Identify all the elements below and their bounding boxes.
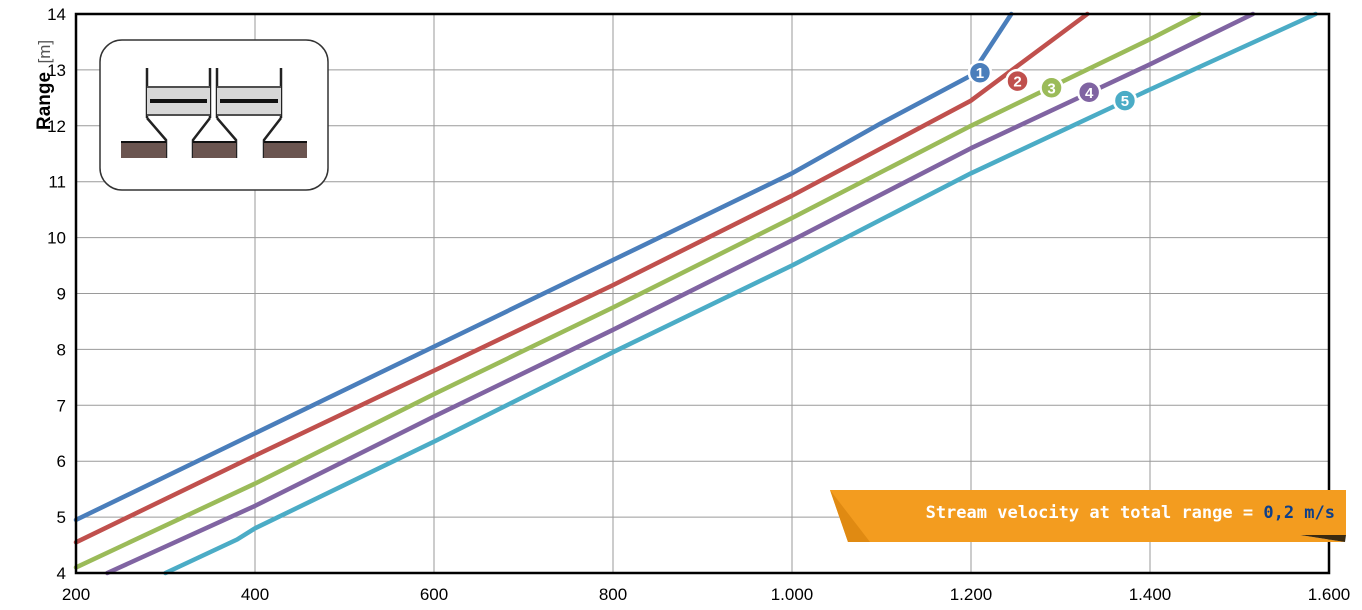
series-line-4 <box>105 11 1256 576</box>
banner-text: Stream velocity at total range = <box>926 503 1264 523</box>
x-tick-label: 200 <box>62 585 90 604</box>
plot-frame <box>74 12 1331 575</box>
marker-circle <box>1076 80 1102 105</box>
marker-circle <box>1039 75 1064 101</box>
x-tick-label: 1.400 <box>1129 585 1172 604</box>
series-layer <box>73 11 1318 576</box>
x-tick-label: 1.200 <box>950 585 993 604</box>
x-tick-label: 800 <box>599 585 627 604</box>
series-marker-3: 3 <box>1039 75 1064 101</box>
x-tick-label: 1.000 <box>771 585 814 604</box>
y-tick-label: 5 <box>57 508 66 527</box>
y-axis-unit: [m] <box>35 40 54 64</box>
series-marker-5: 5 <box>1112 88 1138 113</box>
y-tick-label: 11 <box>48 173 66 192</box>
y-tick-label: 13 <box>47 61 66 80</box>
x-tick-label: 400 <box>241 585 269 604</box>
y-tick-label: 14 <box>47 5 66 24</box>
grid <box>75 13 1330 574</box>
series-marker-4: 4 <box>1076 80 1102 105</box>
y-axis-label: Range <box>34 72 55 130</box>
y-axis-title: Range [m] <box>34 40 55 130</box>
stream-velocity-banner: Stream velocity at total range = 0,2 m/s <box>830 490 1346 542</box>
outlet-diagram-icon <box>99 39 329 191</box>
x-tick-label: 600 <box>420 585 448 604</box>
y-tick-label: 10 <box>47 229 66 248</box>
y-tick-label: 6 <box>57 452 66 471</box>
x-axis: 200 400 600 800 1.000 1.200 1.400 1.600 <box>62 585 1350 604</box>
y-tick-label: 8 <box>57 340 66 359</box>
series-line-5 <box>163 11 1318 576</box>
y-tick-label: 9 <box>57 285 66 304</box>
marker-label: 1 <box>976 65 984 82</box>
y-axis: 4 5 6 7 8 9 10 11 12 13 14 <box>47 5 66 583</box>
series-line-2 <box>73 11 1090 545</box>
banner-label: Stream velocity at total range = 0,2 m/s <box>926 503 1335 523</box>
marker-label: 3 <box>1047 80 1055 97</box>
marker-layer: 1 2 3 4 5 <box>967 60 1138 113</box>
series-marker-2: 2 <box>1005 68 1030 94</box>
series-marker-1: 1 <box>967 60 993 85</box>
banner-value: 0,2 m/s <box>1263 503 1335 523</box>
marker-label: 5 <box>1121 93 1129 110</box>
marker-label: 4 <box>1085 85 1094 102</box>
y-tick-label: 12 <box>47 117 66 136</box>
marker-circle <box>967 60 993 85</box>
x-tick-label: 1.600 <box>1308 585 1351 604</box>
series-line-1 <box>73 11 1014 523</box>
y-tick-label: 4 <box>57 564 66 583</box>
marker-circle <box>1005 68 1030 94</box>
marker-circle <box>1112 88 1138 113</box>
marker-label: 2 <box>1013 74 1021 91</box>
series-line-3 <box>73 11 1202 570</box>
y-tick-label: 7 <box>57 396 66 415</box>
